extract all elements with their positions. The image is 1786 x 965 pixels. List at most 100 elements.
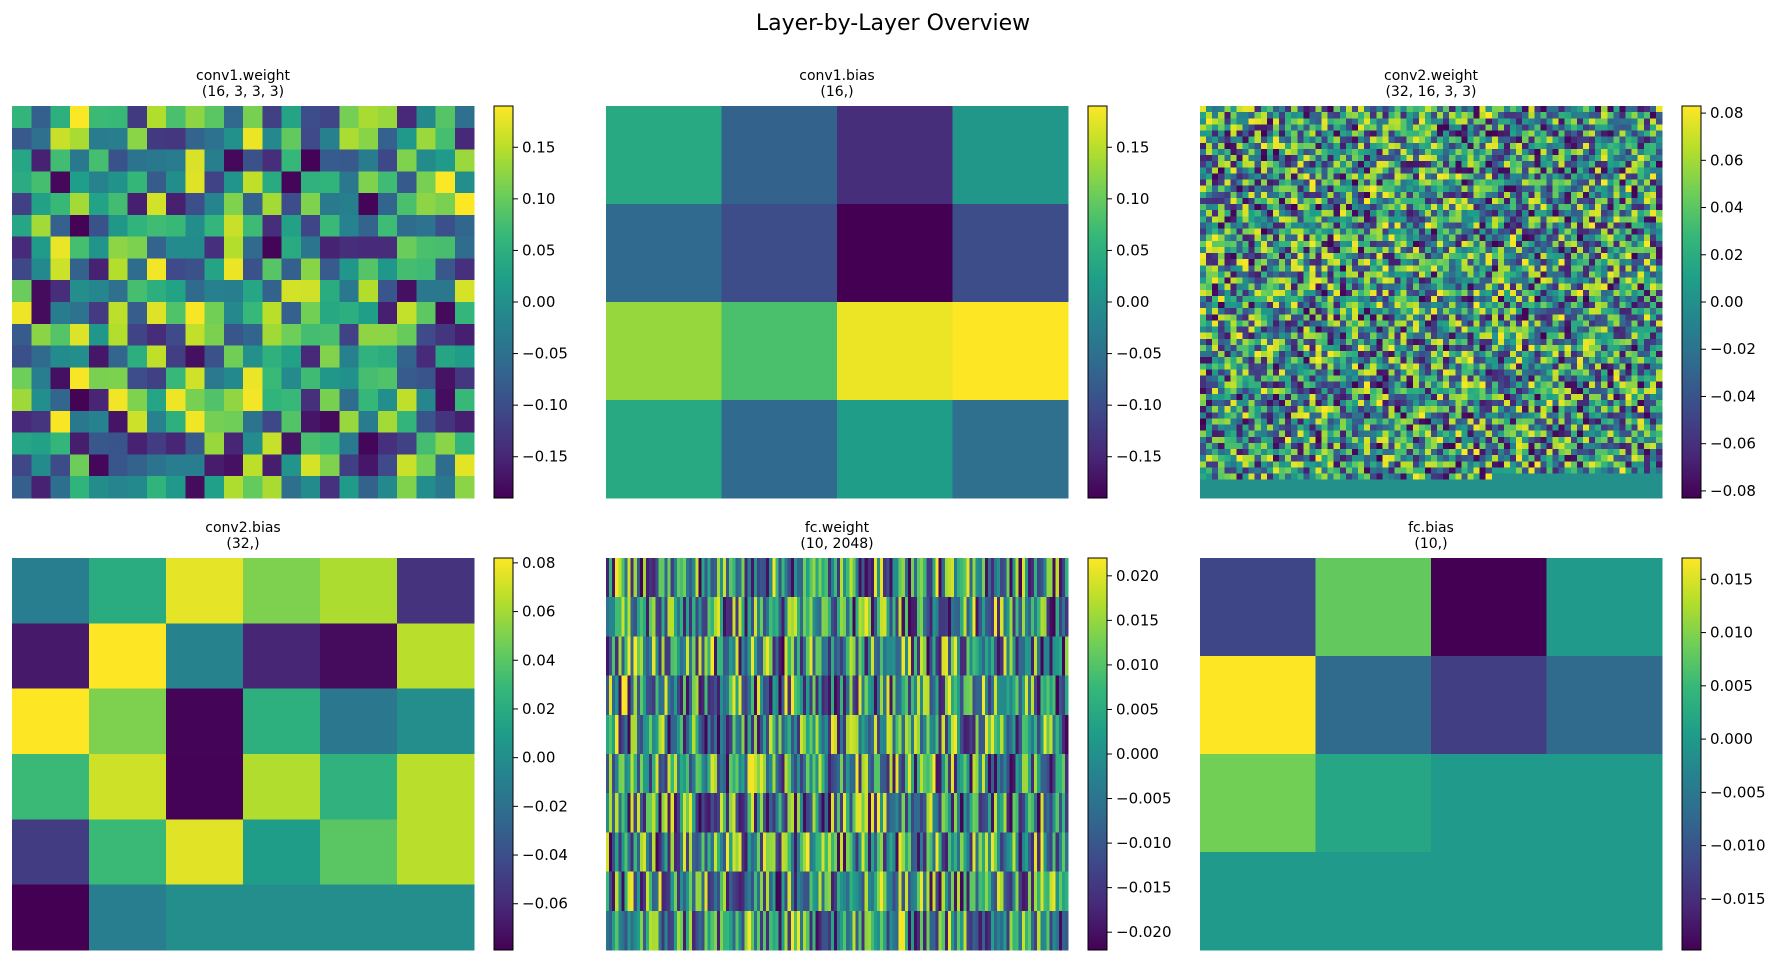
- heatmap-cell: [1498, 369, 1505, 376]
- heatmap-cell: [1249, 406, 1256, 413]
- heatmap-cell: [1206, 222, 1213, 229]
- heatmap-cell: [1303, 173, 1310, 180]
- heatmap-cell: [1401, 376, 1408, 383]
- heatmap-cell: [70, 324, 90, 346]
- heatmap-cell: [1522, 247, 1529, 254]
- heatmap-cell: [1632, 339, 1639, 346]
- heatmap-cell: [1358, 327, 1365, 334]
- heatmap-cell: [1619, 449, 1626, 456]
- heatmap-cell: [1644, 296, 1651, 303]
- heatmap-cell: [1455, 400, 1462, 407]
- heatmap-cell: [262, 128, 282, 150]
- heatmap-cell: [1309, 198, 1316, 205]
- heatmap-cell: [262, 302, 282, 324]
- heatmap-cell: [1224, 431, 1231, 438]
- heatmap-cell: [1267, 314, 1274, 321]
- heatmap-cell: [1243, 216, 1250, 223]
- heatmap-cell: [1601, 210, 1608, 217]
- heatmap-cells: [1200, 106, 1663, 499]
- heatmap-cell: [1577, 192, 1584, 199]
- heatmap-cell: [1364, 339, 1371, 346]
- heatmap-cell: [1449, 112, 1456, 119]
- heatmap-cell: [224, 324, 244, 346]
- heatmap-cell: [1224, 320, 1231, 327]
- heatmap-cell: [243, 128, 263, 150]
- heatmap-cell: [1540, 216, 1547, 223]
- heatmap-cell: [1565, 271, 1572, 278]
- heatmap-cell: [1467, 131, 1474, 138]
- heatmap-cell: [1291, 265, 1298, 272]
- heatmap-cell: [1607, 431, 1614, 438]
- heatmap-cell: [1601, 314, 1608, 321]
- heatmap-cell: [1401, 161, 1408, 168]
- heatmap-cell: [1407, 425, 1414, 432]
- heatmap-cell: [1243, 155, 1250, 162]
- heatmap-cell: [1632, 241, 1639, 248]
- heatmap-cell: [1358, 198, 1365, 205]
- heatmap-cell: [1613, 271, 1620, 278]
- heatmap-cell: [455, 454, 475, 476]
- heatmap-cell: [1395, 216, 1402, 223]
- heatmap-cell: [1273, 376, 1280, 383]
- heatmap-cell: [1619, 259, 1626, 266]
- heatmap-cell: [1504, 382, 1511, 389]
- heatmap-cell: [359, 302, 379, 324]
- heatmap-cell: [1267, 345, 1274, 352]
- heatmap-cell: [1346, 155, 1353, 162]
- heatmap-cell: [1583, 394, 1590, 401]
- heatmap-cell: [1309, 308, 1316, 315]
- heatmap-cell: [1467, 161, 1474, 168]
- heatmap-cell: [1407, 235, 1414, 242]
- heatmap-cell: [1449, 186, 1456, 193]
- heatmap-cell: [1498, 253, 1505, 260]
- heatmap-cell: [1644, 418, 1651, 425]
- heatmap-cell: [1601, 192, 1608, 199]
- heatmap-cell: [1206, 265, 1213, 272]
- heatmap-cell: [1559, 186, 1566, 193]
- heatmap-cell: [1534, 339, 1541, 346]
- heatmap-cell: [1540, 149, 1547, 156]
- heatmap-cell: [1638, 131, 1645, 138]
- heatmap-cell: [1401, 412, 1408, 419]
- heatmap-cell: [1200, 382, 1207, 389]
- heatmap-cell: [1516, 247, 1523, 254]
- heatmap-cell: [1504, 173, 1511, 180]
- heatmap-cell: [1401, 461, 1408, 468]
- heatmap-cell: [436, 346, 456, 368]
- heatmap-cell: [1346, 406, 1353, 413]
- heatmap-cell: [1449, 302, 1456, 309]
- heatmap-cell: [1407, 296, 1414, 303]
- heatmap-cell: [1224, 222, 1231, 229]
- heatmap-cell: [1431, 333, 1438, 340]
- heatmap-cell: [1322, 186, 1329, 193]
- heatmap-cell: [1291, 431, 1298, 438]
- heatmap-cell: [1279, 339, 1286, 346]
- heatmap-cell: [1230, 180, 1237, 187]
- heatmap-cell: [1285, 137, 1292, 144]
- heatmap-cell: [1413, 143, 1420, 150]
- heatmap-cell: [1382, 173, 1389, 180]
- heatmap-cell: [1249, 118, 1256, 125]
- heatmap-cell: [1230, 461, 1237, 468]
- heatmap-cell: [12, 215, 32, 237]
- heatmap-cell: [1547, 425, 1554, 432]
- heatmap-cell: [1516, 192, 1523, 199]
- heatmap-cell: [1218, 155, 1225, 162]
- heatmap-cell: [1358, 265, 1365, 272]
- heatmap-cell: [1249, 131, 1256, 138]
- heatmap-cell: [1632, 259, 1639, 266]
- heatmap-cell: [1619, 327, 1626, 334]
- heatmap-cell: [953, 400, 1069, 499]
- heatmap-cell: [1334, 204, 1341, 211]
- heatmap-cell: [1644, 339, 1651, 346]
- heatmap-cell: [1516, 455, 1523, 462]
- heatmap-cell: [1461, 412, 1468, 419]
- heatmap-cell: [1455, 137, 1462, 144]
- heatmap-cell: [1559, 327, 1566, 334]
- heatmap-cell: [1559, 376, 1566, 383]
- heatmap-cell: [1261, 106, 1268, 113]
- heatmap-cell: [301, 237, 321, 259]
- heatmap-cell: [1632, 271, 1639, 278]
- heatmap-cell: [1455, 192, 1462, 199]
- heatmap-cell: [1322, 259, 1329, 266]
